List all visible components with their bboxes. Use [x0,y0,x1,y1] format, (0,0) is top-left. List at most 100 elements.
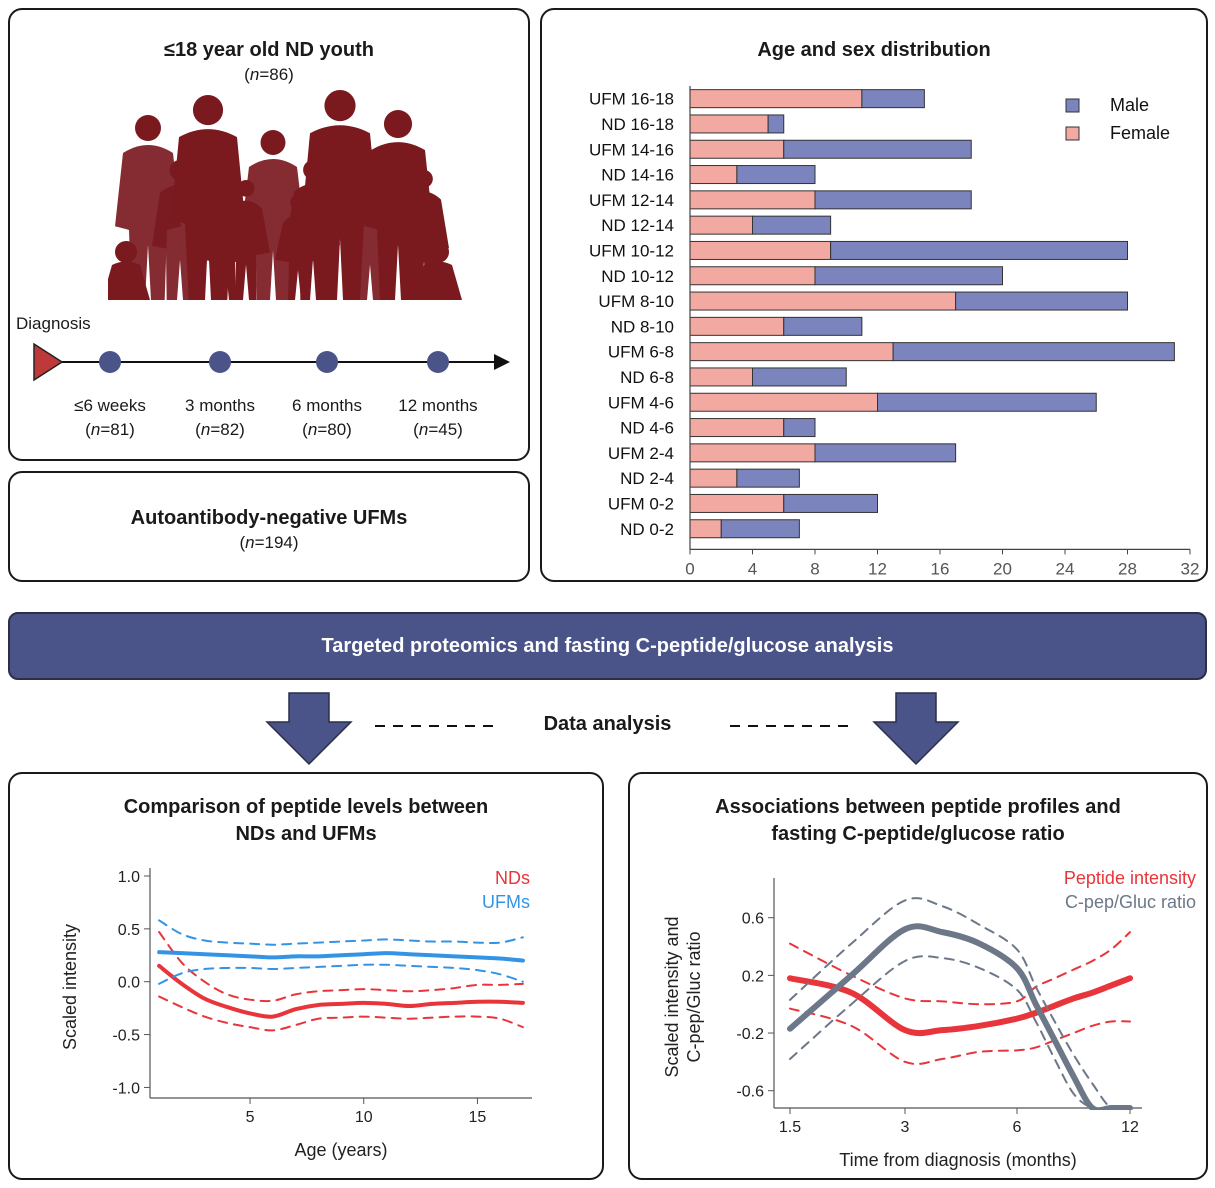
timepoint-dot-6wk [99,351,121,373]
bar-male [736,468,800,488]
x-tick-label: 28 [1118,559,1137,578]
category-label: UFM 10-12 [589,241,674,260]
diagnosis-label: Diagnosis [16,314,91,333]
x-tick-label: 12 [1121,1119,1139,1136]
x-axis-label: Age (years) [294,1140,387,1160]
y-axis-label-line: C-pep/Gluc ratio [684,931,704,1062]
bar-female [689,240,832,260]
bar-female [689,89,863,109]
timepoint-label: 3 months (n=82) [185,396,255,439]
series-line-ufms-upper [158,919,524,946]
person-head-icon [218,195,234,211]
legend-swatch [1065,98,1080,113]
bar-male [814,190,972,210]
series-line-c-pep-gluc-ratio-upper [789,897,1131,1110]
y-tick-label: -1.0 [112,1080,140,1097]
right-down-arrow [872,692,960,766]
left-down-arrow [265,692,353,766]
person-head-icon [192,95,224,126]
y-axis-label: Scaled intensity [60,924,80,1050]
series-group [787,897,1133,1110]
bar-female [689,418,785,438]
age-sex-title: Age and sex distribution [757,39,991,61]
timepoint-dot-12mo [427,351,449,373]
timepoint-label: 12 months (n=45) [398,396,478,439]
timepoint-dot-3mo [209,351,231,373]
y-axis-label: Scaled intensity and C-pep/Gluc ratio [662,916,704,1077]
bar-female [689,392,878,412]
x-tick-label: 1.5 [779,1119,801,1136]
person-body-icon [302,125,378,300]
x-tick-label: 12 [868,559,887,578]
person-body-icon [275,214,321,300]
bar-female [689,190,816,210]
x-tick-label: 8 [810,559,819,578]
bar-male [783,418,816,438]
association-line-chart: 0.6 0.2 -0.2 -0.6 1.5 3 6 12 Time from diagnosis… [662,868,1196,1170]
legend-label: UFMs [482,892,530,912]
x-tick-label: 0 [685,559,694,578]
series-line-ufms-lower [158,963,524,985]
bar-male [783,316,863,336]
bar-female [689,316,785,336]
y-tick-label: -0.6 [736,1084,764,1101]
person-head-icon [169,160,191,181]
bar-female [689,266,816,286]
timepoint-label: ≤6 weeks (n=81) [74,396,146,439]
baby-body-icon [108,261,150,300]
series-line-peptide-intensity-upper [789,931,1131,1006]
category-label: ND 16-18 [601,115,674,134]
bar-male [752,367,847,387]
bar-female [689,114,769,134]
y-tick-label: -0.5 [112,1028,140,1045]
age-sex-panel: Age and sex distribution UFM 16-18 ND 16-… [540,8,1208,582]
series-group [157,919,525,1032]
category-label: UFM 2-4 [608,444,674,463]
category-label: UFM 16-18 [589,90,674,109]
person-head-icon [324,90,356,122]
association-panel: Associations between peptide profiles an… [628,772,1208,1180]
x-tick-label: 5 [246,1109,255,1126]
family-silhouettes [108,90,462,300]
x-axis-label: Time from diagnosis (months) [839,1150,1076,1170]
x-tick-label: 16 [931,559,950,578]
bar-male [814,443,957,463]
cohort-n: (n=86) [244,65,294,84]
peptide-title-line2: NDs and UFMs [235,823,377,845]
bar-male [736,165,816,185]
diagnosis-marker [33,342,64,382]
cohort-panel: ≤18 year old ND youth (n=86) Diagnosis ≤… [8,8,530,461]
timeline-arrowhead [494,354,510,370]
person-head-icon [290,195,306,211]
bar-male [830,240,1128,260]
legend-label: NDs [495,868,530,888]
bar-female [689,342,894,362]
series-line-nds [157,963,525,1019]
x-tick-label: 10 [355,1109,373,1126]
person-body-icon [152,184,208,300]
category-label: UFM 6-8 [608,343,674,362]
assoc-title-line2: fasting C-peptide/glucose ratio [771,823,1065,845]
bar-female [689,165,738,185]
category-label: UFM 8-10 [598,292,674,311]
person-head-icon [135,115,161,141]
x-tick-label: 20 [993,559,1012,578]
x-tick-label: 32 [1181,559,1200,578]
baby-head-icon [427,241,449,263]
timepoint-label: 6 months (n=80) [292,396,362,439]
y-tick-label: 0.0 [118,975,140,992]
y-tick-label: 1.0 [118,869,140,886]
cohort-title: ≤18 year old ND youth [164,39,374,61]
series-line-nds-upper [158,931,524,1003]
bar-male [783,493,878,513]
bar-female [689,139,785,159]
y-tick-label: 0.2 [742,968,764,985]
series-line-peptide-intensity-lower [789,1007,1131,1065]
legend-label: Female [1110,123,1170,143]
peptide-line-chart: 1.0 0.5 0.0 -0.5 -1.0 5 10 15 Age (years) Scaled … [60,868,532,1160]
person-body-icon [399,191,449,300]
ufm-title: Autoantibody-negative UFMs [130,507,408,529]
x-tick-label: 15 [469,1109,487,1126]
bar-female [689,367,753,387]
y-tick-label: 0.5 [118,922,140,939]
